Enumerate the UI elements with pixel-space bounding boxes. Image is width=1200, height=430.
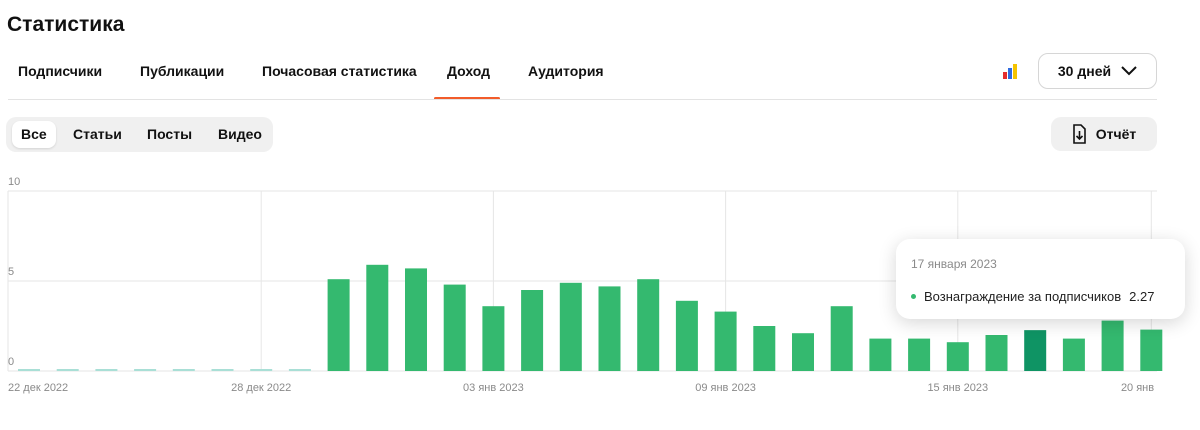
chart: 0 5 10 22 дек 2022 28 дек 2022 03 янв 2023 09 … [7, 176, 1182, 394]
bar [1101, 320, 1124, 371]
bar [1024, 330, 1047, 371]
chart-icon[interactable] [1003, 62, 1021, 79]
divider [8, 99, 1157, 100]
bar [559, 282, 582, 371]
x-tick-label: 22 дек 2022 [8, 382, 68, 394]
filter[interactable]: Видео [218, 126, 262, 142]
x-tick-label: 15 янв 2023 [927, 382, 988, 394]
report-label: Отчёт [1095, 126, 1137, 142]
bar [1140, 329, 1163, 371]
y-tick-label: 0 [8, 356, 14, 368]
tab-underline [434, 97, 500, 100]
y-tick-label: 10 [8, 176, 20, 188]
x-tick-label: 20 янв 2023 [1121, 382, 1182, 394]
bar [869, 338, 892, 371]
bar [908, 338, 931, 371]
bar-zero [288, 369, 311, 371]
bar-zero [211, 369, 234, 371]
bar [366, 264, 389, 371]
bar [675, 300, 698, 371]
x-tick-label: 03 янв 2023 [463, 382, 524, 394]
tooltip-title: 17 января 2023 [911, 257, 997, 271]
x-tick-label: 09 янв 2023 [695, 382, 756, 394]
bar-zero [56, 369, 79, 371]
bar [405, 268, 427, 371]
tooltip-row: Вознаграждение за подписчиков 2.27 [911, 289, 1154, 304]
tab[interactable]: Почасовая статистика [262, 63, 417, 79]
bar-zero [18, 369, 40, 371]
bar [327, 279, 350, 371]
period-label: 30 дней [1057, 63, 1112, 79]
bar [443, 284, 466, 371]
page-title: Статистика [7, 13, 125, 36]
bar [714, 311, 737, 371]
bar [598, 286, 621, 371]
bar-zero [95, 369, 118, 371]
filter[interactable]: Все [12, 121, 56, 148]
bar [946, 342, 969, 371]
tab-active[interactable]: Доход [447, 63, 491, 79]
bar-zero [172, 369, 195, 371]
x-tick-label: 28 дек 2022 [231, 382, 291, 394]
report-icon [1072, 124, 1086, 144]
bar [482, 306, 505, 371]
bar [985, 335, 1008, 371]
bar [830, 306, 853, 371]
tab[interactable]: Подписчики [18, 63, 103, 79]
bar-zero [250, 369, 273, 371]
tooltip: 17 января 2023 Вознаграждение за подписч… [896, 239, 1185, 319]
chevron [1121, 66, 1137, 76]
filter-group: Все Статьи Посты Видео [6, 117, 273, 152]
tab[interactable]: Публикации [140, 63, 225, 79]
tooltip-value: 2.27 [1129, 289, 1155, 304]
bar [1062, 338, 1085, 371]
bar [792, 333, 814, 371]
period-dropdown[interactable]: 30 дней [1038, 53, 1157, 89]
bar [637, 279, 660, 371]
bar [521, 290, 544, 371]
bar [753, 326, 776, 371]
report-button[interactable]: Отчёт [1051, 117, 1157, 151]
tooltip-series: Вознаграждение за подписчиков [924, 289, 1122, 304]
y-tick-label: 5 [8, 266, 14, 278]
bar-zero [134, 369, 157, 371]
filter[interactable]: Статьи [73, 126, 122, 142]
tab[interactable]: Аудитория [528, 63, 604, 79]
tooltip-dot [911, 294, 916, 299]
filter[interactable]: Посты [147, 126, 193, 142]
